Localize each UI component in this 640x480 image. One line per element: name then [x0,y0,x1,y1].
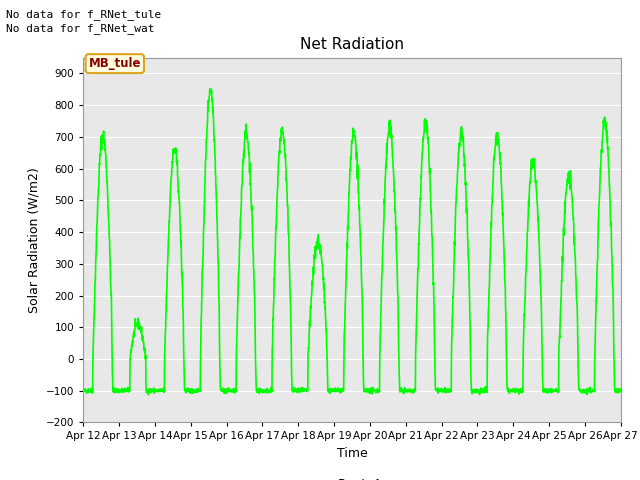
Y-axis label: Solar Radiation (W/m2): Solar Radiation (W/m2) [28,167,40,313]
Text: MB_tule: MB_tule [88,57,141,70]
Title: Net Radiation: Net Radiation [300,37,404,52]
Legend: Rnet_4way: Rnet_4way [292,473,412,480]
Text: No data for f_RNet_tule: No data for f_RNet_tule [6,9,162,20]
X-axis label: Time: Time [337,447,367,460]
Text: No data for f_RNet_wat: No data for f_RNet_wat [6,23,155,34]
